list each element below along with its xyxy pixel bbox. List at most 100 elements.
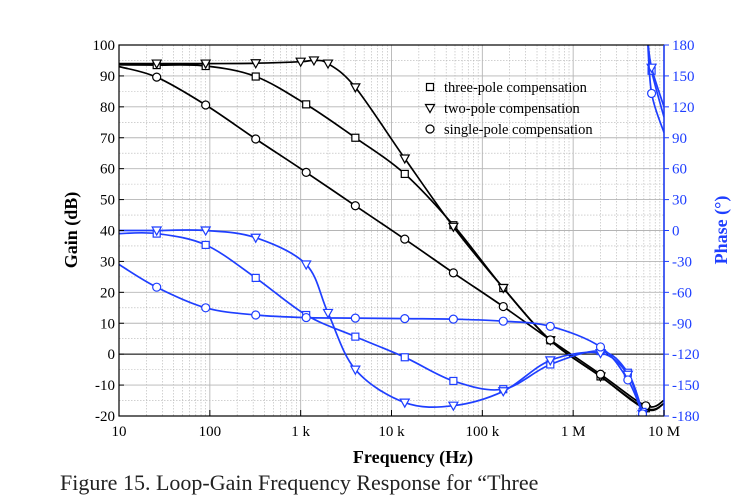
- x-tick-label: 100: [199, 424, 222, 440]
- square-marker: [302, 100, 311, 109]
- y-tick-label: 100: [93, 38, 116, 54]
- circle-marker: [595, 369, 606, 379]
- triangle-marker: [322, 59, 334, 70]
- triangle-marker: [349, 365, 361, 376]
- triangle-marker: [200, 226, 212, 237]
- circle-marker: [350, 201, 360, 211]
- circle-marker: [400, 314, 410, 324]
- triangle-marker: [399, 398, 411, 409]
- triangle-marker: [424, 103, 436, 114]
- phase-tick-label: 0: [672, 224, 680, 240]
- phase-tick-label: -90: [672, 316, 692, 332]
- x-tick-label: 1 M: [561, 424, 586, 440]
- phase-tick-label: 180: [672, 38, 695, 54]
- circle-marker: [545, 335, 555, 345]
- x-axis-label: Frequency (Hz): [353, 447, 473, 468]
- legend-label: three-pole compensation: [444, 80, 588, 96]
- y-axis-label: Gain (dB): [61, 192, 82, 269]
- circle-marker: [425, 124, 435, 134]
- triangle-marker: [497, 387, 509, 397]
- circle-marker: [623, 375, 633, 385]
- x-tick-label: 10 M: [648, 424, 680, 440]
- square-marker: [425, 82, 435, 92]
- phase-tick-label: 60: [672, 162, 687, 178]
- circle-marker: [350, 313, 360, 323]
- triangle-marker: [349, 83, 361, 94]
- square-marker: [400, 169, 409, 179]
- triangle-marker: [151, 226, 163, 237]
- circle-marker: [545, 321, 555, 331]
- x-tick-label: 10 k: [378, 424, 405, 440]
- figure-caption: Figure 15. Loop-Gain Frequency Response …: [60, 470, 539, 495]
- legend-label: single-pole compensation: [444, 122, 593, 138]
- y-tick-label: 30: [100, 254, 115, 270]
- triangle-marker: [447, 222, 459, 233]
- y-tick-label: -10: [95, 378, 115, 394]
- phase-tick-label: -150: [672, 378, 700, 394]
- triangle-marker: [250, 233, 262, 244]
- y-tick-label: 70: [100, 131, 115, 147]
- y-tick-label: 90: [100, 69, 115, 85]
- y-tick-label: 40: [100, 224, 115, 240]
- circle-marker: [152, 282, 162, 292]
- square-marker: [251, 273, 260, 283]
- gain-curve-triangle: [119, 59, 664, 412]
- phase-axis-label: Phase (°): [711, 196, 732, 265]
- phase-tick-label: -180: [672, 409, 700, 425]
- triangle-marker: [308, 56, 320, 67]
- circle-marker: [595, 342, 606, 352]
- square-marker: [251, 72, 260, 81]
- square-marker: [201, 240, 210, 250]
- triangle-marker: [200, 59, 212, 70]
- phase-tick-label: -60: [672, 285, 692, 301]
- phase-tick-label: 90: [672, 131, 687, 147]
- square-marker: [449, 376, 458, 386]
- triangle-marker: [151, 59, 163, 70]
- circle-marker: [646, 88, 657, 99]
- triangle-marker: [497, 283, 509, 294]
- circle-marker: [498, 301, 508, 312]
- y-tick-label: 0: [108, 347, 116, 363]
- square-marker: [400, 353, 409, 362]
- triangle-marker: [544, 356, 556, 367]
- circle-marker: [400, 234, 410, 244]
- x-tick-label: 10: [112, 424, 127, 440]
- triangle-marker: [300, 260, 312, 271]
- y-tick-label: 10: [100, 316, 115, 332]
- square-marker: [351, 133, 360, 142]
- y-tick-label: -20: [95, 409, 115, 425]
- phase-curve-triangle: [119, 229, 644, 415]
- circle-marker: [448, 268, 458, 278]
- circle-marker: [201, 100, 211, 110]
- legend-label: two-pole compensation: [444, 101, 580, 117]
- x-tick-label: 1 k: [291, 424, 310, 440]
- triangle-marker: [447, 401, 459, 412]
- circle-marker: [637, 409, 648, 416]
- circle-marker: [251, 310, 261, 320]
- y-tick-label: 50: [100, 193, 115, 209]
- circle-marker: [301, 167, 311, 177]
- legend: three-pole compensation two-pole compensa…: [424, 80, 593, 138]
- circle-marker: [301, 312, 311, 323]
- circle-marker: [448, 314, 458, 324]
- square-marker: [351, 332, 360, 341]
- phase-tick-label: -30: [672, 254, 692, 270]
- y-tick-label: 20: [100, 285, 115, 301]
- triangle-marker: [250, 59, 262, 69]
- circle-marker: [251, 134, 261, 144]
- phase-tick-label: 120: [672, 100, 695, 116]
- phase-tick-label: 150: [672, 69, 695, 85]
- triangle-marker: [399, 154, 411, 165]
- circle-marker: [498, 316, 508, 326]
- triangle-marker: [295, 57, 307, 68]
- circle-marker: [201, 303, 211, 313]
- circle-marker: [152, 72, 162, 82]
- triangle-marker: [322, 308, 334, 319]
- y-tick-label: 80: [100, 100, 115, 116]
- x-tick-label: 100 k: [465, 424, 499, 440]
- series-layer: [119, 45, 664, 416]
- phase-tick-label: -120: [672, 347, 700, 363]
- phase-tick-label: 30: [672, 193, 687, 209]
